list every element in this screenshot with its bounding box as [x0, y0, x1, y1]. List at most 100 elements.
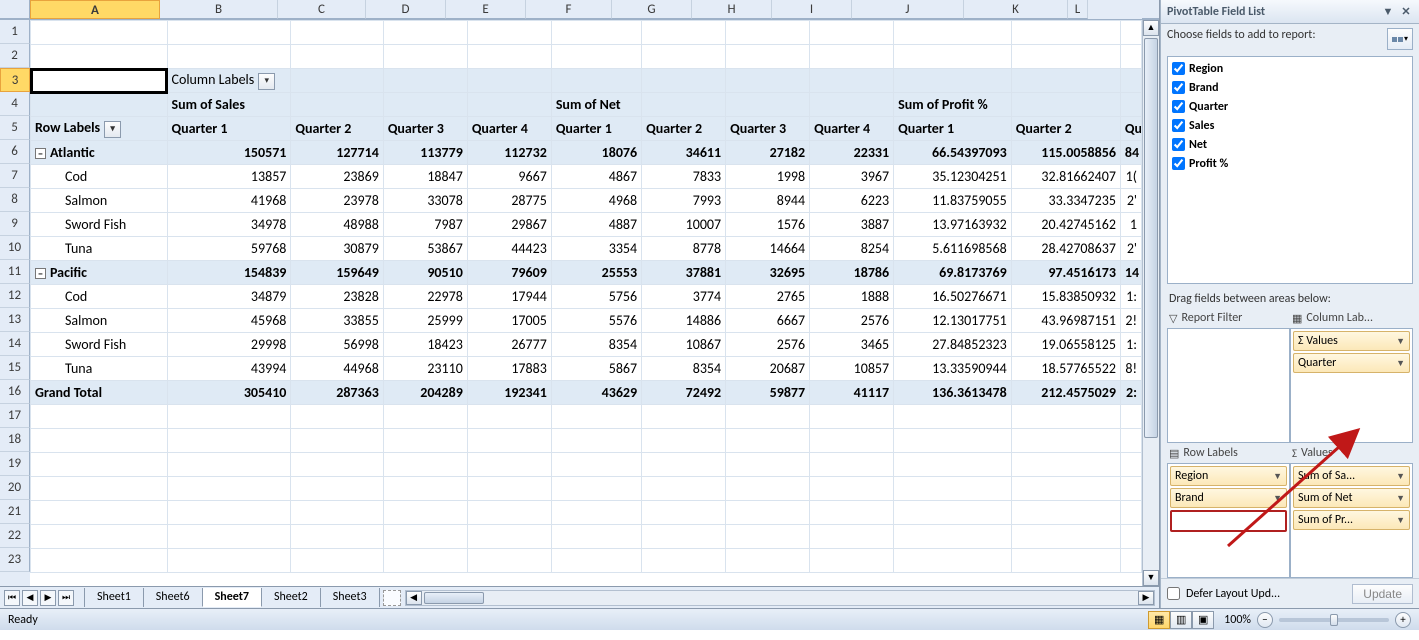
field-checkbox[interactable] — [1172, 100, 1185, 113]
pill-dropdown-icon[interactable]: ▼ — [1396, 358, 1405, 369]
field-quarter[interactable]: Quarter — [1170, 97, 1410, 116]
field-list[interactable]: RegionBrandQuarterSalesNetProfit % — [1167, 56, 1413, 284]
field-sales[interactable]: Sales — [1170, 116, 1410, 135]
pill-dropdown-icon[interactable]: ▼ — [1273, 471, 1282, 482]
pill-dropdown-icon[interactable]: ▼ — [1396, 336, 1405, 347]
zoom-out-button[interactable]: − — [1257, 612, 1273, 628]
hscroll-left[interactable]: ◀ — [406, 591, 422, 605]
tab-nav-next[interactable]: ▶ — [40, 590, 56, 606]
col-header-I[interactable]: I — [772, 0, 852, 19]
col-header-B[interactable]: B — [160, 0, 278, 19]
col-header-A[interactable]: A — [30, 0, 160, 19]
hscroll-thumb[interactable] — [424, 592, 484, 604]
row-labels-area[interactable]: Region▼Brand▼ — [1167, 463, 1290, 578]
row-header-21[interactable]: 21 — [0, 500, 30, 524]
scroll-down-button[interactable]: ▼ — [1143, 570, 1159, 586]
area-pill[interactable]: Σ Values▼ — [1293, 331, 1410, 351]
col-header-H[interactable]: H — [692, 0, 772, 19]
select-all-corner[interactable] — [0, 0, 30, 19]
view-page-break-button[interactable]: ▣ — [1192, 611, 1214, 629]
field-checkbox[interactable] — [1172, 138, 1185, 151]
vscroll-thumb[interactable] — [1144, 38, 1158, 438]
pill-dropdown-icon[interactable]: ▼ — [1396, 493, 1405, 504]
collapse-toggle[interactable]: − — [35, 148, 46, 159]
cells-grid[interactable]: Column Labels▾Sum of SalesSum of NetSum … — [30, 20, 1142, 586]
row-header-6[interactable]: 6 — [0, 140, 30, 164]
zoom-in-button[interactable]: + — [1395, 612, 1411, 628]
row-header-17[interactable]: 17 — [0, 404, 30, 428]
row-header-23[interactable]: 23 — [0, 548, 30, 572]
field-region[interactable]: Region — [1170, 59, 1410, 78]
field-list-dropdown-icon[interactable]: ▼ — [1381, 5, 1395, 19]
row-header-3[interactable]: 3 — [0, 68, 30, 92]
row-header-14[interactable]: 14 — [0, 332, 30, 356]
pill-dropdown-icon[interactable]: ▼ — [1396, 515, 1405, 526]
area-pill[interactable]: Sum of Pr...▼ — [1293, 510, 1410, 530]
field-list-close-icon[interactable]: ✕ — [1399, 5, 1413, 19]
pill-dropdown-icon[interactable]: ▼ — [1396, 471, 1405, 482]
row-header-1[interactable]: 1 — [0, 20, 30, 44]
row-header-8[interactable]: 8 — [0, 188, 30, 212]
sheet-tab-sheet7[interactable]: Sheet7 — [202, 588, 262, 607]
sheet-tab-sheet6[interactable]: Sheet6 — [143, 588, 203, 607]
column-labels-filter[interactable]: ▾ — [258, 73, 275, 90]
field-checkbox[interactable] — [1172, 157, 1185, 170]
tab-nav-prev[interactable]: ◀ — [22, 590, 38, 606]
row-header-11[interactable]: 11 — [0, 260, 30, 284]
zoom-percent[interactable]: 100% — [1224, 613, 1251, 627]
col-header-L[interactable]: L — [1068, 0, 1088, 19]
col-header-G[interactable]: G — [612, 0, 692, 19]
row-header-15[interactable]: 15 — [0, 356, 30, 380]
sheet-tab-sheet1[interactable]: Sheet1 — [84, 588, 144, 607]
area-pill[interactable]: Sum of Sa...▼ — [1293, 466, 1410, 486]
view-page-layout-button[interactable]: ▥ — [1170, 611, 1192, 629]
row-header-9[interactable]: 9 — [0, 212, 30, 236]
row-header-12[interactable]: 12 — [0, 284, 30, 308]
layout-options-button[interactable]: ▾ — [1387, 28, 1413, 50]
hscroll-right[interactable]: ▶ — [1138, 591, 1154, 605]
sheet-tab-sheet3[interactable]: Sheet3 — [320, 588, 380, 607]
collapse-toggle[interactable]: − — [35, 268, 46, 279]
zoom-slider[interactable] — [1279, 618, 1389, 622]
horizontal-scrollbar[interactable]: ◀ ▶ — [405, 590, 1155, 606]
row-header-20[interactable]: 20 — [0, 476, 30, 500]
insert-sheet-button[interactable] — [383, 590, 401, 606]
update-button[interactable]: Update — [1352, 584, 1413, 604]
col-header-J[interactable]: J — [852, 0, 964, 19]
field-net[interactable]: Net — [1170, 135, 1410, 154]
row-header-18[interactable]: 18 — [0, 428, 30, 452]
row-header-7[interactable]: 7 — [0, 164, 30, 188]
row-header-10[interactable]: 10 — [0, 236, 30, 260]
row-labels-filter[interactable]: ▾ — [104, 121, 121, 138]
area-pill[interactable]: Quarter▼ — [1293, 353, 1410, 373]
field-brand[interactable]: Brand — [1170, 78, 1410, 97]
field-checkbox[interactable] — [1172, 62, 1185, 75]
values-area[interactable]: Sum of Sa...▼Sum of Net▼Sum of Pr...▼ — [1290, 463, 1413, 578]
row-header-5[interactable]: 5 — [0, 116, 30, 140]
tab-nav-last[interactable]: ⏭ — [58, 590, 74, 606]
col-header-C[interactable]: C — [278, 0, 366, 19]
area-pill[interactable]: Sum of Net▼ — [1293, 488, 1410, 508]
col-header-F[interactable]: F — [526, 0, 612, 19]
sheet-tab-sheet2[interactable]: Sheet2 — [261, 588, 321, 607]
area-pill[interactable]: Brand▼ — [1170, 488, 1287, 508]
field-profit[interactable]: Profit % — [1170, 154, 1410, 173]
row-area-drop-target[interactable] — [1170, 510, 1287, 532]
column-labels-area[interactable]: Σ Values▼Quarter▼ — [1290, 328, 1413, 443]
vertical-scrollbar[interactable]: ▲ ▼ — [1142, 20, 1159, 586]
pill-dropdown-icon[interactable]: ▼ — [1273, 493, 1282, 504]
defer-layout-checkbox[interactable] — [1167, 587, 1180, 600]
row-header-22[interactable]: 22 — [0, 524, 30, 548]
row-header-4[interactable]: 4 — [0, 92, 30, 116]
report-filter-area[interactable] — [1167, 328, 1290, 443]
col-header-D[interactable]: D — [366, 0, 446, 19]
scroll-up-button[interactable]: ▲ — [1143, 20, 1159, 36]
area-pill[interactable]: Region▼ — [1170, 466, 1287, 486]
row-header-19[interactable]: 19 — [0, 452, 30, 476]
row-header-13[interactable]: 13 — [0, 308, 30, 332]
view-normal-button[interactable]: ▦ — [1148, 611, 1170, 629]
row-header-16[interactable]: 16 — [0, 380, 30, 404]
field-checkbox[interactable] — [1172, 81, 1185, 94]
row-header-2[interactable]: 2 — [0, 44, 30, 68]
col-header-K[interactable]: K — [964, 0, 1068, 19]
